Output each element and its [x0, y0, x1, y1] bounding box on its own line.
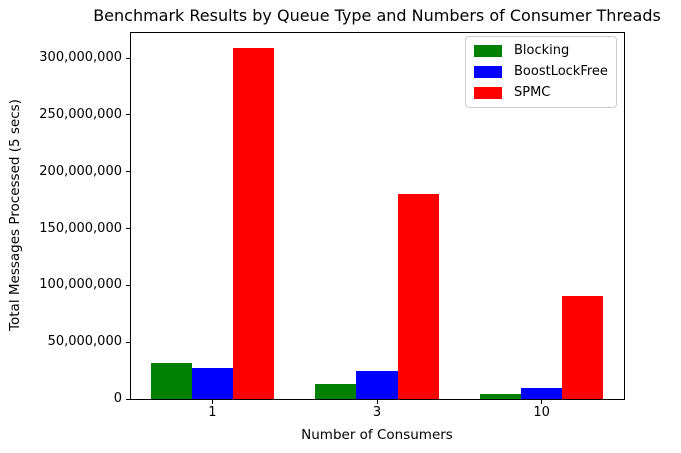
bar-boostlockfree-1 — [191, 368, 233, 399]
bar-spmc-3 — [397, 194, 439, 399]
y-axis-tick-label: 300,000,000 — [39, 50, 122, 66]
y-axis-label: Total Messages Processed (5 secs) — [7, 99, 23, 331]
legend-item-boostlockfree: BoostLockFree — [474, 64, 608, 80]
legend-label: SPMC — [514, 85, 551, 100]
bar-spmc-10 — [562, 295, 604, 399]
x-axis-tick-mark — [376, 400, 378, 404]
bar-blocking-3 — [315, 384, 357, 399]
x-axis-label: Number of Consumers — [301, 427, 453, 443]
y-axis-tick-mark — [126, 341, 130, 343]
bar-blocking-10 — [479, 394, 522, 399]
bar-boostlockfree-3 — [356, 370, 398, 399]
legend-label: Blocking — [514, 43, 570, 58]
legend-swatch-icon — [474, 66, 502, 78]
legend-swatch-icon — [474, 87, 502, 99]
bar-blocking-1 — [150, 362, 192, 399]
y-axis-tick-label: 0 — [113, 391, 122, 406]
y-axis-tick-mark — [126, 228, 130, 230]
chart-title: Benchmark Results by Queue Type and Numb… — [93, 6, 661, 25]
y-axis-tick-label: 200,000,000 — [39, 163, 122, 179]
y-axis-tick-mark — [126, 171, 130, 173]
legend: Blocking BoostLockFree SPMC — [465, 36, 617, 108]
y-axis-tick-label: 50,000,000 — [47, 334, 122, 350]
x-axis-tick-label: 1 — [208, 405, 217, 420]
x-axis-tick-mark — [211, 400, 213, 404]
y-axis-tick-mark — [126, 398, 130, 400]
x-axis-tick-mark — [541, 400, 543, 404]
legend-item-spmc: SPMC — [474, 85, 608, 101]
y-axis-tick-label: 150,000,000 — [39, 220, 122, 236]
y-axis-tick-mark — [126, 57, 130, 59]
y-axis-tick-label: 100,000,000 — [39, 277, 122, 293]
legend-swatch-icon — [474, 45, 502, 57]
y-axis-tick-label: 250,000,000 — [39, 106, 122, 122]
x-axis-tick-label: 3 — [372, 405, 382, 420]
y-axis-tick-mark — [126, 284, 130, 286]
bar-spmc-1 — [232, 47, 275, 399]
bar-boostlockfree-10 — [521, 387, 563, 399]
y-axis-tick-mark — [126, 114, 130, 116]
x-axis-tick-label: 10 — [533, 405, 550, 420]
legend-item-blocking: Blocking — [474, 43, 608, 59]
legend-label: BoostLockFree — [514, 64, 608, 79]
